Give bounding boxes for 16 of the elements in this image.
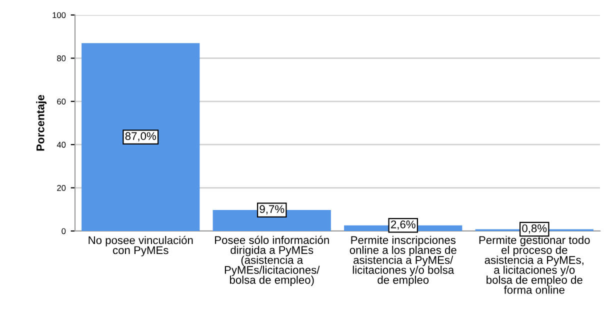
y-tick-label: 60 [57,98,66,104]
data-label: 87,0% [125,132,156,142]
bar [82,43,200,231]
y-tick-label: 20 [57,185,66,191]
x-tick-label: Permite inscripciones online a los planes de asistencia a PyMEs/ licitaciones y/o bolsa de empleo [350,236,456,286]
data-label: 0,8% [522,224,547,234]
y-axis-title: Porcentaje [36,94,47,151]
y-tick-label: 0 [62,228,66,234]
y-tick-label: 80 [57,55,66,62]
x-tick-label: No posee vinculación con PyMEs [88,236,193,256]
y-tick-label: 40 [56,142,66,148]
x-tick-label: Permite gestionar todo el proceso de asistencia a PyMEs, a licitaciones y/o bolsa de empleo de forma online [479,236,590,294]
y-tick-label: 100 [52,12,66,18]
x-tick-label: Posee sólo información dirigida a PyMEs (asistencia a PyMEs/licitaciones/ bolsa de empleo) [215,236,329,286]
data-label: 9,7% [260,205,284,214]
data-label: 2,6% [391,220,416,230]
